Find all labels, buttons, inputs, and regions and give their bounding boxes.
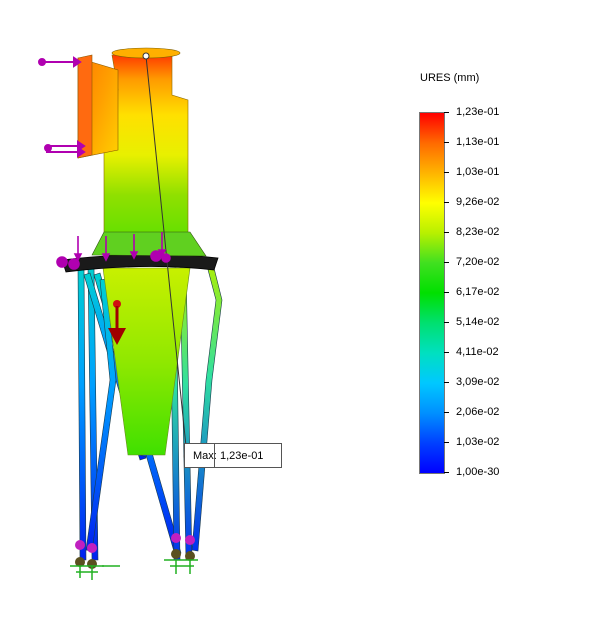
legend-tick-mark	[444, 382, 449, 383]
legend-tick-label: 1,03e-01	[456, 166, 500, 178]
legend-tick-label: 1,03e-02	[456, 436, 500, 448]
legend-tick-label: 6,17e-02	[456, 286, 500, 298]
probe-key: Max:	[193, 450, 217, 462]
support-ring	[61, 231, 219, 273]
legend-tick-mark	[444, 442, 449, 443]
cone-section	[102, 267, 191, 456]
legend-tick-label: 7,20e-02	[456, 256, 500, 268]
color-scale-bar	[419, 112, 445, 474]
legend-tick-label: 1,23e-01	[456, 106, 500, 118]
legend-tick-label: 1,00e-30	[456, 466, 500, 478]
ring-load-arrows	[56, 232, 171, 270]
legend-tick-mark	[444, 292, 449, 293]
probe-point[interactable]	[142, 52, 150, 60]
legend-tick-label: 2,06e-02	[456, 406, 500, 418]
legend-tick-label: 5,14e-02	[456, 316, 500, 328]
legend-tick-mark	[444, 472, 449, 473]
legend-tick-label: 3,09e-02	[456, 376, 500, 388]
legend-tick-mark	[444, 232, 449, 233]
legend-tick-mark	[444, 322, 449, 323]
legend-tick-label: 8,23e-02	[456, 226, 500, 238]
probe-divider	[214, 444, 215, 467]
legend-tick-mark	[444, 202, 449, 203]
legend-tick-mark	[444, 112, 449, 113]
fixture-icon	[70, 533, 198, 580]
legend-tick-mark	[444, 262, 449, 263]
legend-tick-label: 4,11e-02	[456, 346, 499, 358]
legend-tick-label: 9,26e-02	[456, 196, 500, 208]
legend-tick-mark	[444, 172, 449, 173]
legend-title: URES (mm)	[420, 72, 480, 84]
legend-tick-mark	[444, 142, 449, 143]
probe-label[interactable]: Max: 1,23e-01	[184, 443, 282, 468]
force-arrow-icon	[38, 56, 86, 158]
probe-value: 1,23e-01	[220, 450, 264, 462]
gravity-arrow-icon	[108, 300, 126, 345]
legend-tick-mark	[444, 412, 449, 413]
legend-tick-mark	[444, 352, 449, 353]
legend-tick-label: 1,13e-01	[456, 136, 500, 148]
